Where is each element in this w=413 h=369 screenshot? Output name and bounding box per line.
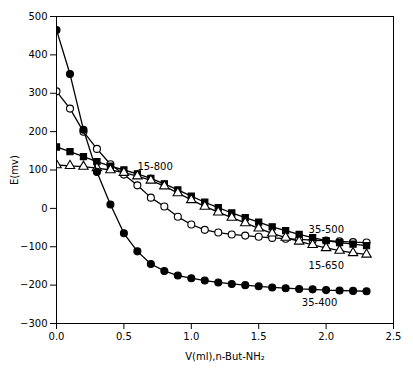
- svg-text:−100: −100: [20, 241, 47, 252]
- svg-text:200: 200: [28, 126, 47, 137]
- svg-text:V(ml),n-But-NH₂: V(ml),n-But-NH₂: [185, 351, 265, 362]
- svg-text:E(mv): E(mv): [9, 155, 20, 185]
- svg-text:2.0: 2.0: [318, 331, 334, 342]
- svg-text:500: 500: [28, 11, 47, 22]
- svg-text:15-650: 15-650: [309, 260, 344, 271]
- svg-text:35-400: 35-400: [302, 297, 337, 308]
- svg-text:0.5: 0.5: [116, 331, 132, 342]
- svg-text:15-800: 15-800: [137, 161, 172, 172]
- svg-text:0.0: 0.0: [49, 331, 65, 342]
- svg-text:0: 0: [41, 203, 47, 214]
- svg-text:−300: −300: [20, 318, 47, 329]
- svg-text:1.0: 1.0: [183, 331, 199, 342]
- svg-text:−200: −200: [20, 279, 47, 290]
- svg-text:2.5: 2.5: [386, 331, 402, 342]
- svg-text:400: 400: [28, 49, 47, 60]
- svg-text:35-500: 35-500: [309, 224, 344, 235]
- svg-text:300: 300: [28, 87, 47, 98]
- svg-text:100: 100: [28, 164, 47, 175]
- svg-text:1.5: 1.5: [251, 331, 267, 342]
